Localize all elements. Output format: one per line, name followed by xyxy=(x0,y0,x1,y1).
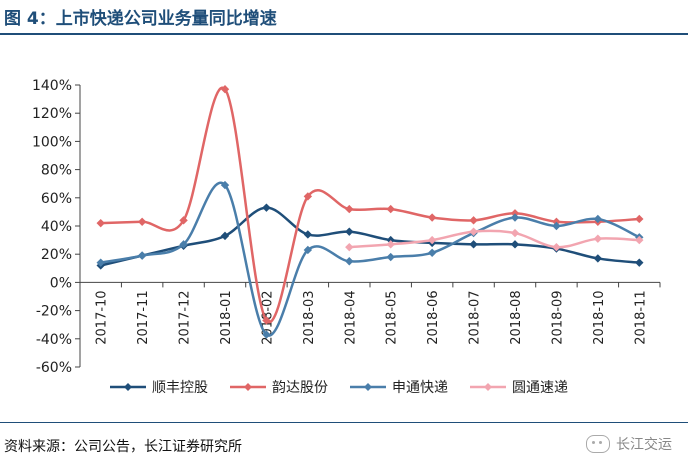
legend-swatch-marker xyxy=(484,383,492,391)
y-tick-label: 40% xyxy=(41,219,72,235)
series-point-2 xyxy=(427,213,437,222)
series-line-2 xyxy=(100,86,640,324)
series-point-1 xyxy=(635,258,644,267)
series-point-2 xyxy=(345,204,354,214)
y-tick-label: 80% xyxy=(41,163,72,179)
x-tick-label: 2017-12 xyxy=(178,290,193,344)
x-tick-label: 2018-05 xyxy=(385,290,400,344)
series-point-4 xyxy=(593,234,603,243)
series-point-3 xyxy=(220,180,230,190)
x-tick-label: 2018-07 xyxy=(468,290,483,344)
series-point-1 xyxy=(345,227,354,236)
title-rule xyxy=(0,33,688,35)
series-point-4 xyxy=(552,242,561,252)
y-tick-label: 60% xyxy=(41,191,72,207)
y-tick-label: -40% xyxy=(36,332,72,348)
figure-title: 图 4：上市快递公司业务量同比增速 xyxy=(4,9,277,29)
chart-container: -60% -40% -20% 0% 20% 40% 60% 80% 100% 120% 140% 20… xyxy=(0,40,688,420)
series-point-3 xyxy=(303,245,313,255)
series-point-3 xyxy=(510,213,520,222)
series-point-1 xyxy=(510,240,520,249)
series-point-2 xyxy=(552,217,561,226)
y-tick-label: 0% xyxy=(50,275,72,291)
series-point-2 xyxy=(220,85,230,94)
series-point-4 xyxy=(427,235,437,245)
legend-label: 申通快递 xyxy=(392,380,448,396)
x-tick-label: 2018-11 xyxy=(633,290,648,344)
series-point-4 xyxy=(386,240,395,249)
series-point-4 xyxy=(345,242,354,252)
series-point-1 xyxy=(386,235,395,245)
series-point-2 xyxy=(303,192,313,201)
series-point-3 xyxy=(262,330,271,339)
series-point-3 xyxy=(427,248,437,257)
series-point-4 xyxy=(635,235,644,245)
x-tick-label: 2017-10 xyxy=(95,290,110,344)
footer-rule xyxy=(0,422,688,423)
wechat-icon xyxy=(586,435,610,453)
series-point-2 xyxy=(179,216,188,225)
series-point-2 xyxy=(510,209,520,218)
x-tick-label: 2018-06 xyxy=(426,290,441,344)
series-point-3 xyxy=(593,214,603,224)
y-tick-label: 120% xyxy=(32,106,72,122)
series-line-1 xyxy=(100,206,640,267)
legend-swatch-marker xyxy=(364,383,372,391)
series-point-2 xyxy=(469,216,478,225)
legend-label: 顺丰控股 xyxy=(152,380,208,396)
series-point-1 xyxy=(220,231,230,241)
line-chart: -60% -40% -20% 0% 20% 40% 60% 80% 100% 120% 140% 20… xyxy=(32,78,661,396)
series-point-1 xyxy=(469,240,478,249)
x-tick-label: 2018-08 xyxy=(509,290,524,344)
series-point-3 xyxy=(179,240,188,249)
series-point-2 xyxy=(96,218,105,228)
series-point-2 xyxy=(635,214,644,224)
series-point-3 xyxy=(552,221,561,231)
brand-mark: 长江交运 xyxy=(586,434,672,454)
x-tick-label: 2017-11 xyxy=(136,290,151,344)
x-tick-label: 2018-10 xyxy=(592,290,607,344)
series-point-4 xyxy=(469,227,478,236)
x-tick-label: 2018-04 xyxy=(343,290,358,344)
series-point-3 xyxy=(386,252,395,262)
header: 图 4：上市快递公司业务量同比增速 xyxy=(0,0,688,35)
x-tick-label: 2018-01 xyxy=(219,290,234,344)
y-tick-label: 100% xyxy=(32,134,72,150)
series-point-3 xyxy=(137,251,147,260)
legend-swatch-marker xyxy=(244,383,252,391)
source-note: 资料来源：公司公告，长江证券研究所 xyxy=(4,439,242,455)
series-point-2 xyxy=(386,204,395,214)
series-point-4 xyxy=(510,228,520,238)
x-tick-label: 2018-03 xyxy=(302,290,317,344)
series-point-2 xyxy=(262,316,271,325)
legend-swatch-marker xyxy=(124,383,132,391)
y-tick-label: -60% xyxy=(36,360,72,376)
y-tick-label: 140% xyxy=(32,78,72,94)
legend-label: 韵达股份 xyxy=(272,380,328,396)
series-point-1 xyxy=(303,230,313,239)
brand-label: 长江交运 xyxy=(616,437,672,453)
legend-label: 圆通速递 xyxy=(512,380,568,396)
y-tick-label: -20% xyxy=(36,304,72,320)
series-point-2 xyxy=(137,217,147,226)
footer: 资料来源：公司公告，长江证券研究所 长江交运 xyxy=(0,422,688,464)
series-point-1 xyxy=(262,203,271,212)
y-tick-label: 20% xyxy=(41,247,72,263)
series-point-3 xyxy=(345,257,354,266)
series-point-1 xyxy=(593,254,603,263)
x-tick-label: 2018-09 xyxy=(550,290,565,344)
